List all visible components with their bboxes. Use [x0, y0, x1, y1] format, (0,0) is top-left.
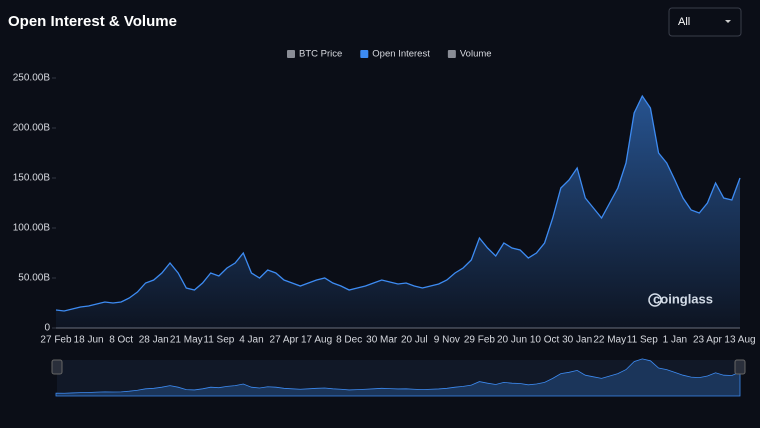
legend-swatch[interactable]	[447, 50, 456, 58]
x-tick-label: 28 Jan	[139, 335, 169, 346]
y-tick-label: 200.00B	[13, 123, 51, 134]
x-tick-label: 20 Jun	[497, 335, 527, 346]
x-tick-label: 4 Jan	[239, 335, 263, 346]
x-tick-label: 8 Oct	[109, 335, 133, 346]
x-tick-label: 9 Nov	[434, 335, 460, 346]
navigator	[57, 360, 740, 396]
x-tick-label: 22 May	[593, 335, 626, 346]
y-tick-label: 250.00B	[13, 73, 51, 84]
legend-swatch[interactable]	[287, 50, 295, 58]
y-tick-label: 0	[44, 323, 50, 334]
navigator-area	[55, 358, 741, 397]
x-tick-label: 11 Sep	[203, 335, 234, 346]
x-tick-label: 27 Apr	[270, 335, 300, 346]
x-tick-label: 23 Apr	[693, 335, 723, 346]
navigator-handle[interactable]	[51, 359, 63, 375]
x-tick-label: 11 Sep	[627, 335, 658, 346]
x-tick-label: 29 Feb	[464, 335, 496, 346]
navigator-bg	[57, 360, 740, 396]
range-dropdown[interactable]	[668, 7, 742, 37]
y-tick-label: 150.00B	[13, 173, 51, 184]
x-tick-label: 8 Dec	[336, 335, 362, 346]
range-value: All	[678, 16, 690, 28]
legend-label: Volume	[460, 49, 492, 60]
dropdown-caret	[725, 20, 731, 23]
x-tick-label: 10 Oct	[530, 335, 560, 346]
x-tick-label: 30 Mar	[366, 335, 398, 346]
y-tick-label: 100.00B	[13, 223, 51, 234]
x-tick-label: 30 Jan	[562, 335, 592, 346]
legend-swatch[interactable]	[360, 50, 369, 58]
x-tick-label: 20 Jul	[401, 335, 428, 346]
page-title: Open Interest & Volume	[8, 13, 177, 30]
x-tick-label: 17 Aug	[301, 335, 332, 346]
series-line	[55, 94, 741, 312]
x-tick-label: 21 May	[170, 335, 203, 346]
x-tick-label: 18 Jun	[74, 335, 104, 346]
y-tick-label: 50.00B	[18, 273, 50, 284]
x-tick-label: 1 Jan	[663, 335, 687, 346]
legend-label: BTC Price	[299, 49, 342, 60]
legend-label: Open Interest	[372, 49, 430, 60]
x-tick-label: 13 Aug	[724, 335, 755, 346]
x-tick-label: 27 Feb	[40, 335, 72, 346]
navigator-handle[interactable]	[734, 359, 746, 375]
area-fill	[56, 96, 740, 328]
